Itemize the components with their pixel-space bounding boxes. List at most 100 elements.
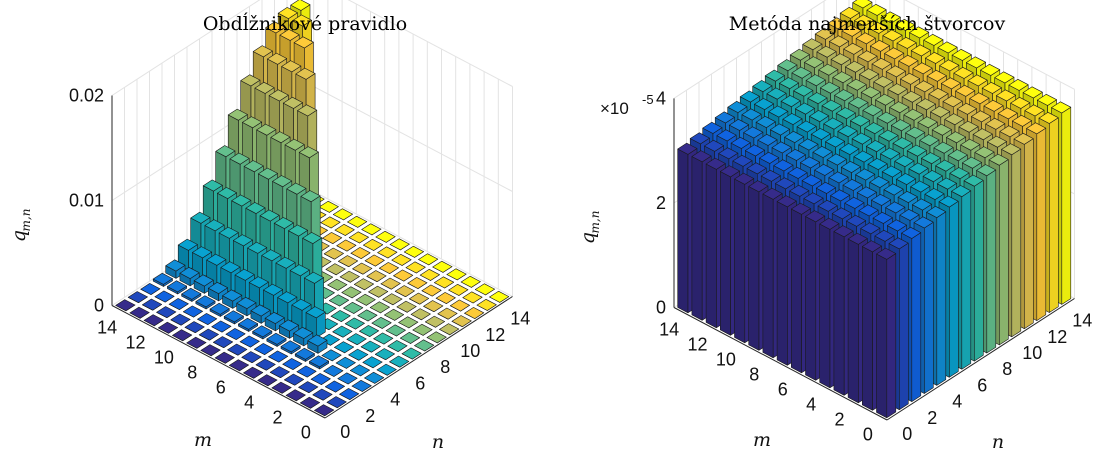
bar-top bbox=[268, 89, 289, 102]
bar bbox=[378, 262, 399, 274]
bar-top bbox=[926, 206, 947, 218]
bar-top bbox=[330, 310, 351, 322]
bar-top bbox=[899, 209, 920, 221]
bar bbox=[434, 276, 455, 289]
bar bbox=[255, 358, 276, 371]
bar-top bbox=[805, 210, 826, 223]
bar-top bbox=[363, 239, 384, 251]
bar-top bbox=[804, 56, 825, 69]
bar-top bbox=[202, 179, 223, 192]
bar-top bbox=[184, 321, 205, 334]
bar-top bbox=[364, 254, 385, 267]
bar bbox=[437, 307, 458, 320]
bar-top bbox=[353, 278, 374, 291]
bar bbox=[227, 343, 248, 356]
bar-top bbox=[840, 161, 861, 173]
bar-top bbox=[923, 33, 944, 46]
bar bbox=[330, 310, 351, 322]
bar-top bbox=[229, 152, 250, 165]
bar bbox=[349, 364, 370, 377]
bar bbox=[398, 316, 419, 329]
bar-top bbox=[875, 93, 896, 106]
bar-top bbox=[816, 45, 837, 58]
bar-top bbox=[432, 260, 453, 273]
m-tick-label: 2 bbox=[834, 409, 844, 429]
bar-top bbox=[983, 99, 1004, 112]
bar bbox=[355, 293, 376, 306]
bar bbox=[343, 301, 364, 314]
bar bbox=[238, 317, 259, 332]
n-axis-line bbox=[886, 298, 1075, 421]
bar-top bbox=[323, 364, 344, 377]
bar bbox=[168, 298, 189, 310]
bar bbox=[326, 396, 347, 409]
bar-top bbox=[282, 96, 303, 109]
n-tick-label: 10 bbox=[1022, 343, 1042, 363]
bar-top bbox=[800, 156, 821, 169]
bar-top bbox=[206, 253, 227, 266]
bar-top bbox=[889, 101, 910, 114]
m-axis-line bbox=[673, 307, 888, 421]
bar-top bbox=[784, 131, 805, 143]
bar-top bbox=[951, 185, 972, 197]
bar-top bbox=[729, 119, 750, 131]
bar-top bbox=[965, 56, 986, 69]
y-axis-label: n bbox=[432, 431, 444, 453]
bar-top bbox=[298, 381, 319, 394]
bar-top bbox=[186, 336, 207, 349]
bar-top bbox=[831, 207, 852, 220]
bar bbox=[338, 255, 359, 268]
bar-top bbox=[931, 123, 952, 136]
bar-top bbox=[349, 364, 370, 377]
bar bbox=[377, 246, 398, 259]
bar bbox=[325, 263, 346, 276]
bar-top bbox=[791, 66, 812, 79]
bar bbox=[193, 274, 214, 294]
bar-top bbox=[380, 277, 401, 290]
z-multiplier-exponent: -5 bbox=[642, 92, 654, 107]
bar-top bbox=[302, 232, 323, 244]
bar-side bbox=[1011, 148, 1022, 338]
bar-top bbox=[384, 308, 405, 321]
bar-top bbox=[769, 123, 790, 136]
m-tick-label: 14 bbox=[659, 319, 679, 339]
bar-top bbox=[231, 194, 252, 207]
bar-top bbox=[293, 326, 314, 339]
bar-top bbox=[129, 306, 150, 319]
bar-top bbox=[853, 150, 874, 163]
z-axis-label-subscript: m,n bbox=[19, 209, 33, 232]
bar-top bbox=[911, 198, 932, 211]
bar-top bbox=[460, 275, 481, 288]
bar-top bbox=[401, 347, 422, 360]
bar bbox=[314, 404, 335, 417]
bar-top bbox=[908, 162, 929, 175]
bar-side bbox=[847, 238, 859, 404]
bar-top bbox=[254, 343, 274, 355]
z-tick-label: 0 bbox=[94, 296, 104, 316]
bar-top bbox=[344, 317, 365, 330]
bar-top bbox=[887, 83, 908, 96]
bar bbox=[156, 306, 177, 319]
bar-top bbox=[924, 188, 945, 200]
bar-side bbox=[998, 159, 1009, 346]
bar bbox=[426, 331, 447, 344]
bar-top bbox=[897, 191, 918, 203]
bar-top bbox=[247, 241, 268, 254]
bar bbox=[266, 332, 287, 347]
bar-top bbox=[204, 219, 225, 232]
bar-top bbox=[882, 29, 903, 42]
bar-top bbox=[439, 323, 460, 336]
chart-title: Obdĺžnikové pravidlo bbox=[203, 12, 407, 35]
bar-top bbox=[810, 128, 831, 140]
bar-top bbox=[946, 131, 967, 144]
bar-top bbox=[341, 286, 362, 299]
m-tick-label: 14 bbox=[97, 317, 117, 337]
bar-top bbox=[900, 72, 921, 85]
bar bbox=[474, 283, 495, 296]
bar-top bbox=[362, 356, 383, 369]
bar-top bbox=[369, 301, 390, 314]
m-tick-label: 2 bbox=[272, 407, 282, 427]
bar-top bbox=[976, 164, 997, 177]
